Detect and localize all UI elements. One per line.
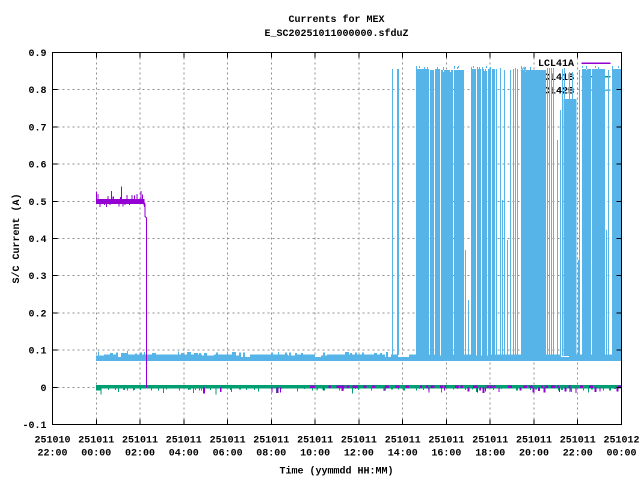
svg-text:10:00: 10:00 [300,449,330,460]
svg-text:251011: 251011 [516,436,552,447]
svg-text:251011: 251011 [78,436,114,447]
svg-text:0: 0 [40,384,46,395]
svg-text:0.6: 0.6 [28,161,46,172]
svg-text:LCL41B: LCL41B [538,73,574,84]
svg-text:251011: 251011 [122,436,158,447]
svg-text:S/C Current (A): S/C Current (A) [11,193,23,283]
svg-text:251011: 251011 [253,436,289,447]
svg-text:14:00: 14:00 [388,449,418,460]
svg-text:Time (yymmdd HH:MM): Time (yymmdd HH:MM) [279,466,393,478]
svg-text:251011: 251011 [166,436,202,447]
svg-text:251011: 251011 [560,436,596,447]
svg-text:18:00: 18:00 [475,449,505,460]
svg-text:-0.1: -0.1 [22,421,46,432]
svg-text:E_SC20251011000000.sfduZ: E_SC20251011000000.sfduZ [264,28,408,40]
svg-text:251010: 251010 [34,436,70,447]
svg-text:251011: 251011 [210,436,246,447]
svg-text:0.9: 0.9 [28,49,46,60]
svg-text:251012: 251012 [603,436,639,447]
svg-text:00:00: 00:00 [606,449,636,460]
svg-text:06:00: 06:00 [213,449,243,460]
svg-text:251011: 251011 [385,436,421,447]
svg-text:Currents for MEX: Currents for MEX [288,14,384,26]
svg-text:20:00: 20:00 [519,449,549,460]
svg-text:0.2: 0.2 [28,309,46,320]
svg-text:12:00: 12:00 [344,449,374,460]
svg-text:0.8: 0.8 [28,86,46,97]
svg-text:251011: 251011 [472,436,508,447]
svg-text:251011: 251011 [341,436,377,447]
svg-text:251011: 251011 [428,436,464,447]
svg-text:22:00: 22:00 [37,449,67,460]
svg-text:0.7: 0.7 [28,123,46,134]
svg-text:0.1: 0.1 [28,347,46,358]
svg-text:0.4: 0.4 [28,235,46,246]
svg-text:00:00: 00:00 [81,449,111,460]
svg-text:0.5: 0.5 [28,198,46,209]
svg-text:251011: 251011 [297,436,333,447]
svg-text:0.3: 0.3 [28,272,46,283]
svg-text:16:00: 16:00 [431,449,461,460]
svg-text:22:00: 22:00 [563,449,593,460]
svg-text:02:00: 02:00 [125,449,155,460]
svg-text:08:00: 08:00 [256,449,286,460]
svg-text:04:00: 04:00 [169,449,199,460]
svg-text:LCL41A: LCL41A [538,59,574,70]
svg-text:LCL42B: LCL42B [538,87,574,98]
